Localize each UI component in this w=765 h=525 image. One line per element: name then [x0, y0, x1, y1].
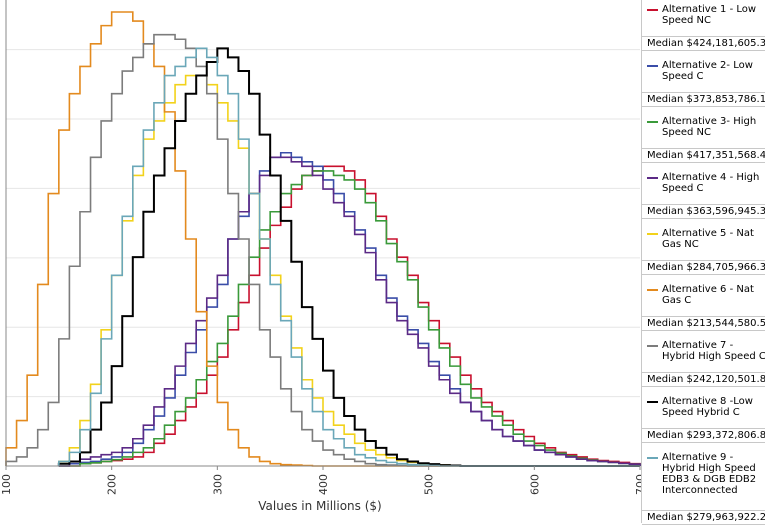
legend-text: Alternative 3- High Speed NC [662, 116, 757, 138]
legend-text: Alternative 7 -Hybrid High Speed C [662, 340, 765, 362]
series-line-3 [58, 170, 641, 467]
series-line-2 [58, 151, 641, 467]
x-tick-label: 500 [423, 474, 436, 495]
legend-swatch [647, 177, 658, 179]
x-tick-label: 700 [634, 474, 641, 495]
legend-median-4: Median $363,596,945.30 [642, 204, 765, 219]
series-line-9 [58, 47, 640, 467]
series-line-8 [57, 47, 640, 467]
legend-text: Alternative 9 -Hybrid High Speed EDB3 & … [662, 452, 757, 496]
legend-label: Alternative 2- Low Speed C [642, 60, 765, 82]
legend-label: Alternative 9 -Hybrid High Speed EDB3 & … [642, 452, 765, 496]
legend-swatch [647, 289, 658, 291]
legend-median-6: Median $213,544,580.50 [642, 316, 765, 331]
legend-entry-3: Alternative 3- High Speed NC [642, 116, 765, 138]
legend-label: Alternative 6 - Nat Gas C [642, 284, 765, 306]
legend-median-5: Median $284,705,966.37 [642, 260, 765, 275]
legend-text: Alternative 5 - Nat Gas NC [662, 228, 754, 250]
legend-text: Alternative 2- Low Speed C [662, 60, 753, 82]
legend-text: Alternative 6 - Nat Gas C [662, 284, 754, 306]
legend-entry-5: Alternative 5 - Nat Gas NC [642, 228, 765, 250]
legend-median-3: Median $417,351,568.42 [642, 148, 765, 163]
x-tick-label: 600 [528, 474, 541, 495]
chart-svg: 100 200 300 400 500 600 700 Values in Millions… [0, 0, 641, 513]
legend-text: Alternative 8 -Low Speed Hybrid C [662, 396, 753, 418]
legend-label: Alternative 1 - Low Speed NC [642, 4, 765, 26]
legend-swatch [647, 121, 658, 123]
legend-swatch [647, 457, 658, 459]
legend-median-2: Median $373,853,786.14 [642, 92, 765, 107]
legend-text: Alternative 4 - High Speed C [662, 172, 760, 194]
legend-entry-9: Alternative 9 -Hybrid High Speed EDB3 & … [642, 452, 765, 496]
plot-area [5, 11, 641, 467]
legend-label: Alternative 5 - Nat Gas NC [642, 228, 765, 250]
x-tick-label: 400 [317, 474, 330, 495]
legend-swatch [647, 401, 658, 403]
legend-entry-4: Alternative 4 - High Speed C [642, 172, 765, 194]
axes: 100 200 300 400 500 600 700 [0, 0, 641, 495]
x-tick-label: 200 [106, 474, 119, 495]
legend-swatch [647, 65, 658, 67]
legend-entry-7: Alternative 7 -Hybrid High Speed C [642, 340, 765, 362]
x-axis-title: Values in Millions ($) [258, 499, 381, 513]
legend-label: Alternative 8 -Low Speed Hybrid C [642, 396, 765, 418]
legend-entry-1: Alternative 1 - Low Speed NC [642, 4, 765, 26]
legend-swatch [647, 233, 658, 235]
legend-panel: Alternative 1 - Low Speed NC Median $424,… [641, 0, 765, 525]
legend-text: Alternative 1 - Low Speed NC [662, 4, 757, 26]
legend-swatch [647, 9, 658, 11]
legend-label: Alternative 7 -Hybrid High Speed C [642, 340, 765, 362]
legend-swatch [647, 345, 658, 347]
legend-median-1: Median $424,181,605.39 [642, 36, 765, 51]
x-tick-label: 300 [211, 474, 224, 495]
legend-median-8: Median $293,372,806.82 [642, 428, 765, 443]
x-tick-label: 100 [0, 474, 13, 495]
legend-label: Alternative 4 - High Speed C [642, 172, 765, 194]
legend-entry-6: Alternative 6 - Nat Gas C [642, 284, 765, 306]
legend-entry-8: Alternative 8 -Low Speed Hybrid C [642, 396, 765, 418]
series-line-4 [58, 156, 641, 467]
legend-entry-2: Alternative 2- Low Speed C [642, 60, 765, 82]
legend-label: Alternative 3- High Speed NC [642, 116, 765, 138]
series-line-5 [58, 74, 640, 467]
legend-median-7: Median $242,120,501.82 [642, 372, 765, 387]
